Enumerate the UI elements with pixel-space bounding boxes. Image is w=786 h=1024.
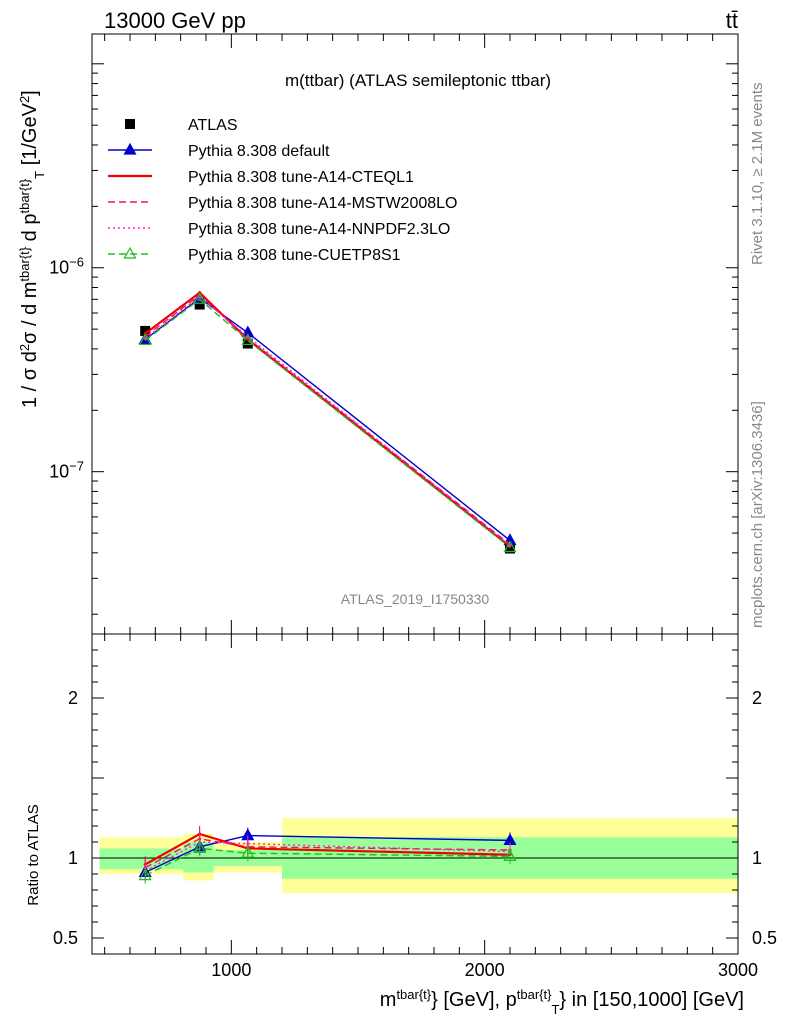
main-series-line-2 xyxy=(144,291,511,548)
x-axis-title: mtbar{t}} [GeV], ptbar{t}T} in [150,1000… xyxy=(380,987,744,1017)
main-point-5-2 xyxy=(241,333,255,346)
header-right-label: tt̄ xyxy=(726,8,738,33)
x-tick-label-1: 2000 xyxy=(465,960,505,980)
main-y-tick-label-1: 10−6 xyxy=(49,254,84,278)
mcplots-label: mcplots.cern.ch [arXiv:1306.3436] xyxy=(749,401,766,628)
legend-label-3: Pythia 8.308 tune-A14-MSTW2008LO xyxy=(188,195,457,212)
main-series-line-5 xyxy=(144,298,511,549)
ratio-point-4-1 xyxy=(193,841,207,854)
legend-label-5: Pythia 8.308 tune-CUETP8S1 xyxy=(188,247,401,264)
main-series-line-3 xyxy=(144,294,511,545)
ratio-point-3-2 xyxy=(246,842,250,846)
main-point-0-0 xyxy=(140,325,151,336)
x-tick-label-0: 1000 xyxy=(211,960,251,980)
main-point-0-2 xyxy=(242,338,253,349)
ratio-series-line-3 xyxy=(144,841,511,872)
legend-label-0: ATLAS xyxy=(188,117,238,134)
ratio-y-tick-label-right-0: 0.5 xyxy=(752,928,777,948)
main-y-tick-label-0: 10−7 xyxy=(49,458,84,482)
rivet-label: Rivet 3.1.10, ≥ 2.1M events xyxy=(749,83,766,266)
x-tick-label-2: 3000 xyxy=(718,960,758,980)
ratio-point-4-0 xyxy=(138,868,152,881)
ratio-panel-frame xyxy=(91,633,739,955)
header-left-label: 13000 GeV pp xyxy=(104,8,246,33)
main-y-axis-title: 1 / σ d2σ / d mtbar{t} d ptbar{t}T [1/Ge… xyxy=(17,90,47,408)
watermark-label: ATLAS_2019_I1750330 xyxy=(341,591,490,607)
legend-marker-0 xyxy=(125,119,135,129)
ratio-point-4-2 xyxy=(241,845,255,858)
legend-label-4: Pythia 8.308 tune-A14-NNPDF2.3LO xyxy=(188,221,450,238)
ratio-point-4-3 xyxy=(503,849,517,862)
legend-marker-5 xyxy=(123,246,137,259)
main-point-5-1 xyxy=(193,292,207,304)
ratio-series-line-1 xyxy=(144,832,511,866)
ratio-y-tick-label-right-1: 1 xyxy=(752,848,762,868)
main-point-4-1 xyxy=(198,295,202,299)
ratio-band-stat-0 xyxy=(99,848,184,870)
svg-text:1 / σ d2σ / d mtbar{t} d ptbar: 1 / σ d2σ / d mtbar{t} d ptbar{t}T [1/Ge… xyxy=(17,90,47,408)
ratio-y-axis-title: Ratio to ATLAS xyxy=(25,804,42,905)
ratio-y-tick-label-left-1: 1 xyxy=(68,848,78,868)
main-series-line-4 xyxy=(144,295,511,546)
main-title: m(ttbar) (ATLAS semileptonic ttbar) xyxy=(285,71,551,90)
main-point-5-0 xyxy=(138,333,152,346)
ratio-y-tick-label-left-2: 2 xyxy=(68,688,78,708)
main-point-5-3 xyxy=(503,540,517,553)
legend-label-1: Pythia 8.308 default xyxy=(188,143,330,160)
svg-text:mtbar{t}} [GeV], ptbar{t}T} in: mtbar{t}} [GeV], ptbar{t}T} in [150,1000… xyxy=(380,987,744,1017)
main-point-0-3 xyxy=(505,543,515,554)
main-point-0-1 xyxy=(194,299,205,310)
ratio-y-tick-label-left-0: 0.5 xyxy=(53,928,78,948)
legend-marker-1 xyxy=(123,142,137,155)
ratio-y-tick-label-right-2: 2 xyxy=(752,688,762,708)
legend-label-2: Pythia 8.308 tune-A14-CTEQL1 xyxy=(188,169,414,186)
